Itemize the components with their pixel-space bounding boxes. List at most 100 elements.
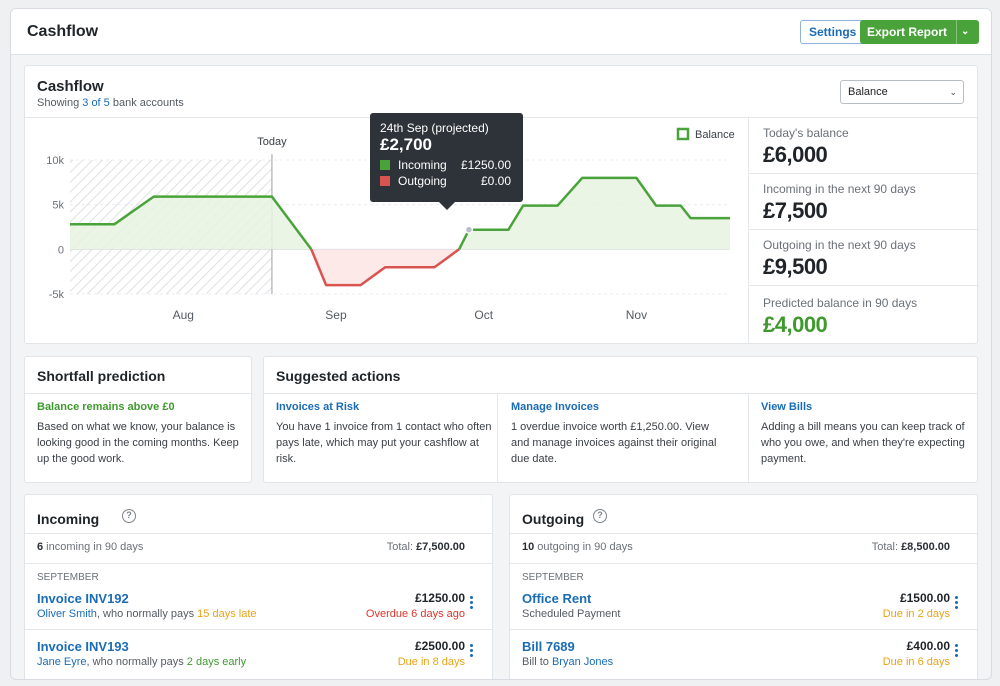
tooltip-incoming-label: Incoming	[398, 158, 447, 172]
button-divider	[956, 20, 957, 44]
legend-swatch	[676, 127, 690, 141]
body-line: You have 1 invoice from 1 contact who of…	[276, 421, 492, 433]
y-tick-label: 5k	[52, 200, 64, 212]
card-divider	[510, 563, 977, 564]
app-window: Cashflow Settings Export Report ⌄ Cashfl…	[10, 8, 992, 680]
tooltip-arrow	[439, 202, 455, 210]
count-text: outgoing in 90 days	[534, 541, 633, 553]
card-divider	[25, 533, 492, 534]
stat-value: £9,500	[763, 254, 828, 279]
desc-text: , who normally pays	[96, 608, 198, 620]
bank-accounts-link[interactable]: 3 of 5	[82, 97, 110, 109]
total-value: £8,500.00	[901, 541, 950, 553]
incoming-count: 6 incoming in 90 days	[37, 541, 143, 553]
month-label: SEPTEMBER	[37, 572, 99, 583]
stat-label: Today's balance	[763, 126, 849, 140]
contact-link[interactable]: Bryan Jones	[551, 656, 614, 668]
body-line: looking good in the coming months. Keep	[37, 437, 239, 449]
card-divider	[510, 533, 977, 534]
bill-link[interactable]: Bill 7689	[522, 639, 575, 654]
suggested-actions-card: Suggested actions Invoices at Risk You h…	[263, 356, 978, 483]
body-line: risk.	[276, 453, 297, 465]
contact-link[interactable]: Oliver Smith	[37, 608, 97, 620]
outgoing-count: 10 outgoing in 90 days	[522, 541, 633, 553]
body-line: and manage invoices against their origin…	[511, 437, 717, 449]
export-report-button[interactable]: Export Report ⌄	[860, 20, 979, 44]
view-select[interactable]: Balance ⌄	[840, 80, 964, 104]
body-line: due date.	[511, 453, 557, 465]
outgoing-title: Outgoing	[522, 511, 585, 527]
shortfall-title: Shortfall prediction	[37, 368, 166, 384]
body-line: pays late, which may put your cashflow a…	[276, 437, 479, 449]
chevron-down-icon[interactable]: ⌄	[961, 26, 970, 37]
settings-button[interactable]: Settings	[800, 20, 866, 44]
tooltip-incoming-value: £1250.00	[460, 158, 511, 172]
stats-panel: Today's balance £6,000 Incoming in the n…	[748, 118, 979, 344]
item-due-status: Due in 2 days	[882, 608, 950, 620]
cashflow-card: Cashflow Showing 3 of 5 bank accounts Ba…	[24, 65, 979, 344]
suggested-actions-title: Suggested actions	[276, 368, 401, 384]
incoming-total: Total: £7,500.00	[325, 541, 465, 553]
y-tick-label: 0	[58, 244, 64, 256]
more-options-icon[interactable]	[954, 644, 960, 660]
chart-tooltip: 24th Sep (projected) £2,700 Incoming £12…	[370, 113, 523, 210]
item-description: Scheduled Payment	[522, 608, 621, 620]
card-divider	[25, 393, 251, 394]
view-bills-link[interactable]: View Bills	[761, 401, 813, 413]
outgoing-swatch	[380, 176, 390, 186]
invoice-link[interactable]: Invoice INV193	[37, 639, 129, 654]
more-options-icon[interactable]	[469, 596, 475, 612]
total-value: £7,500.00	[416, 541, 465, 553]
invoices-at-risk-link[interactable]: Invoices at Risk	[276, 401, 360, 413]
count-text: incoming in 90 days	[43, 541, 144, 553]
bill-link[interactable]: Office Rent	[522, 591, 592, 606]
card-divider	[264, 393, 977, 394]
invoice-link[interactable]: Invoice INV192	[37, 591, 129, 606]
more-options-icon[interactable]	[954, 596, 960, 612]
stat-value: £6,000	[763, 142, 828, 167]
stat-value: £7,500	[763, 198, 828, 223]
x-tick-label: Nov	[626, 308, 647, 322]
desc-text: Bill to	[522, 656, 552, 668]
cashflow-chart: 10k 5k 0 -5k Today Aug Sep Oct Nov Balance	[25, 118, 748, 344]
list-item: Bill 7689 Bill to Bryan Jones £400.00 Du…	[510, 638, 977, 679]
positive-area	[459, 177, 730, 250]
contact-link[interactable]: Jane Eyre	[37, 656, 87, 668]
help-icon[interactable]: ?	[122, 509, 136, 523]
incoming-swatch	[380, 160, 390, 170]
cashflow-title: Cashflow	[37, 78, 104, 95]
hover-point-marker	[464, 225, 474, 234]
stat-label: Outgoing in the next 90 days	[763, 238, 916, 252]
stat-label: Predicted balance in 90 days	[763, 296, 918, 310]
manage-invoices-body: 1 overdue invoice worth £1,250.00. View …	[511, 419, 716, 467]
x-tick-label: Oct	[474, 308, 493, 322]
help-icon[interactable]: ?	[593, 509, 607, 523]
stat-todays-balance: Today's balance £6,000	[749, 118, 979, 174]
negative-area	[311, 249, 460, 286]
x-tick-label: Sep	[325, 308, 347, 322]
incoming-title: Incoming	[37, 511, 100, 527]
more-options-icon[interactable]	[469, 644, 475, 660]
card-divider	[25, 563, 492, 564]
item-amount: £1500.00	[899, 591, 950, 605]
body-line: Adding a bill means you can keep track o…	[761, 421, 965, 433]
month-label: SEPTEMBER	[522, 572, 584, 583]
item-amount: £400.00	[906, 639, 950, 653]
item-due-status: Due in 8 days	[397, 656, 465, 668]
page-title: Cashflow	[27, 23, 99, 40]
item-description: Bill to Bryan Jones	[522, 656, 613, 668]
tooltip-value: £2,700	[380, 135, 432, 154]
x-tick-label: Aug	[173, 308, 194, 322]
view-bills-body: Adding a bill means you can keep track o…	[761, 419, 965, 467]
chevron-down-icon: ⌄	[949, 87, 957, 97]
payment-timing: 2 days early	[186, 656, 247, 668]
outgoing-total: Total: £8,500.00	[810, 541, 950, 553]
item-due-status: Due in 6 days	[882, 656, 950, 668]
manage-invoices-link[interactable]: Manage Invoices	[511, 401, 600, 413]
stat-label: Incoming in the next 90 days	[763, 182, 916, 196]
invoices-at-risk-body: You have 1 invoice from 1 contact who of…	[276, 419, 491, 467]
y-tick-label: 10k	[46, 155, 64, 167]
top-bar: Cashflow Settings Export Report ⌄	[11, 9, 991, 55]
column-divider	[497, 393, 498, 482]
incoming-card: Incoming ? 6 incoming in 90 days Total: …	[24, 494, 493, 679]
